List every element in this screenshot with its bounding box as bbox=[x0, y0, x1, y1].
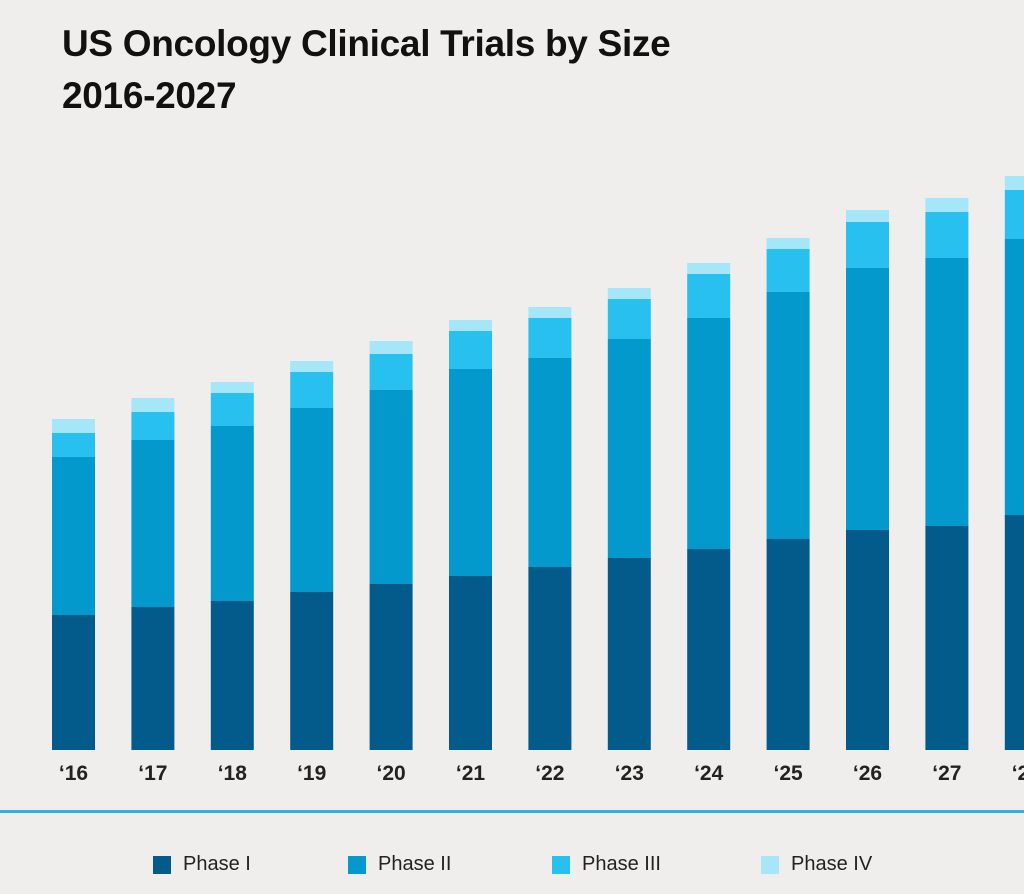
bar-segment-2-0 bbox=[52, 457, 95, 615]
bar-segment-1-5 bbox=[449, 576, 492, 750]
bar-segment-4-7 bbox=[607, 288, 651, 299]
chart-title-line-2: 2016-2027 bbox=[62, 75, 237, 116]
bar-segment-1-10 bbox=[846, 530, 889, 750]
x-tick-label: ‘26 bbox=[853, 762, 882, 785]
bar-segment-1-6 bbox=[528, 567, 572, 750]
x-tick-label: ‘23 bbox=[615, 762, 644, 785]
x-tick-label: ‘22 bbox=[535, 762, 564, 785]
legend: Phase I Phase II Phase III Phase IV bbox=[0, 853, 1024, 883]
legend-item-phase-1: Phase I bbox=[153, 853, 251, 876]
bar-segment-3-6 bbox=[528, 318, 572, 358]
legend-item-phase-4: Phase IV bbox=[761, 853, 872, 876]
divider-line bbox=[0, 810, 1024, 813]
bar-segment-2-3 bbox=[290, 408, 334, 592]
bar-segment-2-9 bbox=[766, 292, 810, 539]
bar-segment-1-3 bbox=[290, 592, 334, 750]
legend-swatch-phase-2 bbox=[348, 855, 366, 874]
x-tick-label: ‘18 bbox=[218, 762, 248, 785]
chart-title-line-1: US Oncology Clinical Trials by Size bbox=[62, 23, 671, 64]
bar-segment-3-5 bbox=[449, 331, 492, 369]
x-tick-label: ‘16 bbox=[59, 762, 88, 785]
bar-segment-2-4 bbox=[369, 390, 413, 584]
bar-segment-2-12 bbox=[1004, 239, 1024, 515]
legend-swatch-phase-3 bbox=[552, 855, 570, 874]
x-tick-label: ‘27 bbox=[932, 762, 961, 785]
bar-segment-1-0 bbox=[52, 615, 95, 750]
stacked-bar-chart: ‘16 ‘17 ‘18 ‘19 ‘20 ‘21 ‘22 ‘23 ‘24 ‘25 ‘26 ‘27 ‘28 bbox=[52, 176, 1024, 785]
bar-segment-1-2 bbox=[210, 601, 254, 750]
bar-segment-1-4 bbox=[369, 584, 413, 750]
bar-segment-3-11 bbox=[925, 212, 969, 258]
bar-segment-2-6 bbox=[528, 358, 572, 567]
x-tick-labels: ‘16 ‘17 ‘18 ‘19 ‘20 ‘21 ‘22 ‘23 ‘24 ‘25 ‘26 ‘27 ‘28 bbox=[59, 762, 1024, 785]
bar-segment-1-7 bbox=[607, 558, 651, 750]
x-tick-label: ‘17 bbox=[138, 762, 167, 785]
x-tick-label: ‘21 bbox=[456, 762, 486, 785]
bar-segment-3-7 bbox=[607, 299, 651, 339]
legend-item-phase-2: Phase II bbox=[348, 853, 451, 876]
bar-segment-1-8 bbox=[687, 549, 731, 750]
x-tick-label: ‘20 bbox=[376, 762, 405, 785]
bar-segment-2-8 bbox=[687, 318, 731, 549]
bar-segment-4-5 bbox=[449, 320, 492, 331]
chart-title: US Oncology Clinical Trials by Size 2016… bbox=[62, 18, 671, 122]
bar-segment-1-11 bbox=[925, 526, 969, 750]
x-tick-label: ‘24 bbox=[694, 762, 724, 785]
bar-segment-4-11 bbox=[925, 198, 969, 212]
bar-segment-2-1 bbox=[131, 440, 175, 607]
bar-segment-2-5 bbox=[449, 369, 492, 576]
bar-segment-3-4 bbox=[369, 354, 413, 390]
legend-swatch-phase-1 bbox=[153, 855, 171, 874]
bars-group bbox=[52, 176, 1024, 750]
bar-segment-2-2 bbox=[210, 426, 254, 601]
bar-segment-4-2 bbox=[210, 382, 254, 393]
bar-segment-4-3 bbox=[290, 361, 334, 372]
legend-item-phase-3: Phase III bbox=[552, 853, 661, 876]
bar-segment-4-0 bbox=[52, 419, 95, 433]
bar-segment-3-1 bbox=[131, 412, 175, 440]
bar-segment-2-7 bbox=[607, 339, 651, 558]
bar-segment-3-10 bbox=[846, 222, 889, 268]
bar-segment-2-11 bbox=[925, 258, 969, 526]
x-tick-label: ‘19 bbox=[297, 762, 326, 785]
bar-segment-4-9 bbox=[766, 238, 810, 249]
bar-segment-1-1 bbox=[131, 607, 175, 750]
bar-segment-1-9 bbox=[766, 539, 810, 750]
legend-label-phase-2: Phase II bbox=[378, 853, 452, 875]
x-tick-label: ‘25 bbox=[773, 762, 803, 785]
legend-label-phase-3: Phase III bbox=[582, 853, 661, 875]
bar-segment-3-9 bbox=[766, 249, 810, 292]
bar-segment-3-12 bbox=[1004, 190, 1024, 239]
bar-segment-4-1 bbox=[131, 398, 175, 412]
bar-segment-4-6 bbox=[528, 307, 572, 318]
x-tick-label: ‘28 bbox=[1012, 762, 1024, 785]
bar-segment-4-12 bbox=[1004, 176, 1024, 190]
bar-segment-3-0 bbox=[52, 433, 95, 457]
bar-segment-1-12 bbox=[1004, 515, 1024, 750]
bar-segment-3-2 bbox=[210, 393, 254, 426]
bar-segment-4-4 bbox=[369, 341, 413, 354]
bar-segment-4-10 bbox=[846, 210, 889, 222]
legend-swatch-phase-4 bbox=[761, 855, 779, 874]
legend-label-phase-1: Phase I bbox=[183, 853, 251, 875]
bar-segment-3-8 bbox=[687, 274, 731, 318]
bar-segment-2-10 bbox=[846, 268, 889, 530]
bar-segment-3-3 bbox=[290, 372, 334, 408]
bar-segment-4-8 bbox=[687, 263, 731, 274]
legend-label-phase-4: Phase IV bbox=[791, 853, 873, 875]
